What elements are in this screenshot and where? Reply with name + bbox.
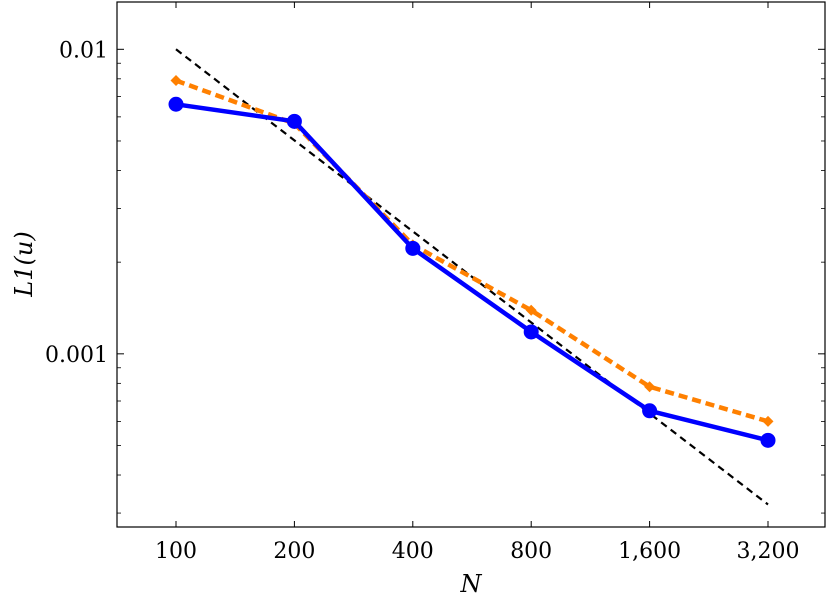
- x-tick-label: 800: [510, 539, 552, 564]
- x-tick-label: 400: [392, 539, 434, 564]
- plot-frame: [116, 1, 826, 528]
- x-axis-label: N: [460, 570, 483, 597]
- x-tick-label: 200: [273, 539, 315, 564]
- data-point-0: [523, 324, 539, 340]
- axis-ticks: 100 200 400 800 1,600 3,200 0.001 0.01: [45, 2, 825, 564]
- series-layer: [168, 48, 776, 506]
- data-point-0: [405, 240, 421, 256]
- data-point-1: [170, 74, 182, 86]
- data-point-1: [644, 381, 656, 393]
- series-line-1: [175, 78, 769, 424]
- data-point-0: [168, 96, 184, 112]
- x-tick-label: 100: [155, 539, 197, 564]
- data-point-1: [525, 304, 537, 316]
- y-tick-label: 0.01: [59, 38, 108, 63]
- series-line-0: [175, 102, 769, 443]
- series-line-2: [175, 48, 769, 506]
- x-tick-label: 1,600: [618, 539, 681, 564]
- y-tick-label: 0.001: [45, 343, 108, 368]
- y-axis-label: L1(u): [10, 231, 38, 297]
- data-point-0: [286, 113, 302, 129]
- data-point-0: [642, 403, 658, 419]
- x-tick-label: 3,200: [737, 539, 800, 564]
- data-point-1: [762, 415, 774, 427]
- data-point-0: [760, 432, 776, 448]
